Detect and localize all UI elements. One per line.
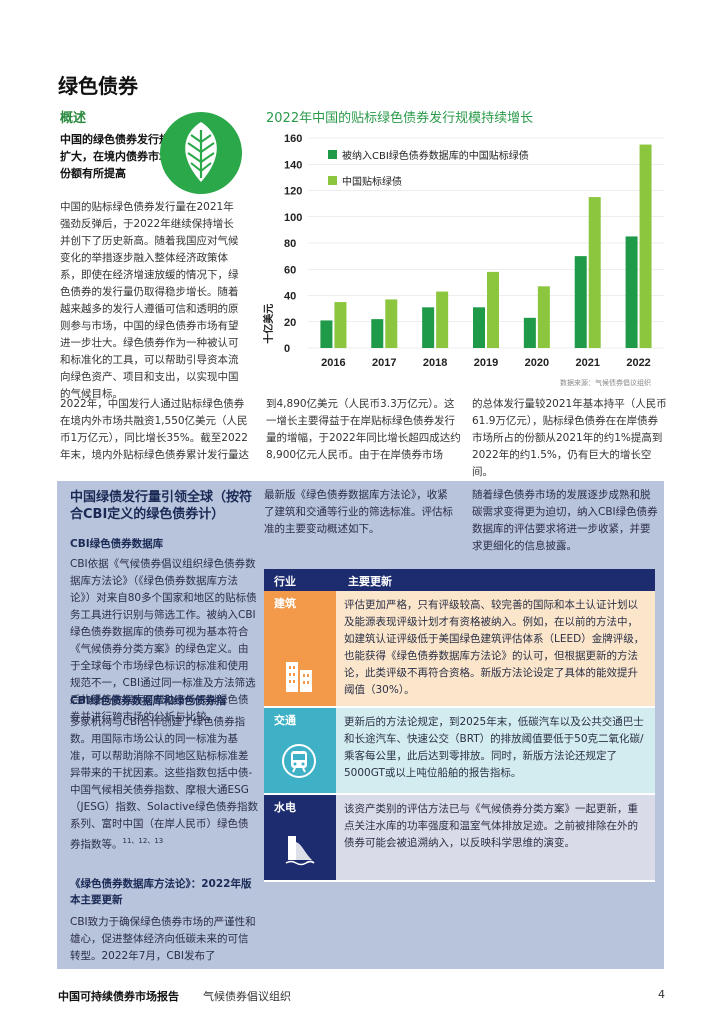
box-subheading-2: CBI绿色债券数据库和绿色债券指 <box>70 695 227 707</box>
leaf-icon <box>160 112 242 194</box>
box-subheading-3: 《绿色债券数据库方法论》：2022年版本主要更新 <box>70 878 252 906</box>
bar-labelled <box>334 302 347 348</box>
box-subheading-1: CBI绿色债券数据库 <box>70 538 164 550</box>
table-header: 行业 主要更新 <box>264 569 655 591</box>
x-tick-label: 2019 <box>474 357 498 369</box>
footnote-refs: 11、12、13 <box>122 837 164 845</box>
y-tick-label: 80 <box>284 238 296 250</box>
x-tick-label: 2020 <box>525 357 549 369</box>
box-col2-text: 最新版《绿色债券数据库方法论》，收紧了建筑和交通等行业的筛选标准。评估标准的主要… <box>264 489 453 535</box>
table-row-hydro: 水电 该资产类别的评估方法已与《气候债券分类方案》一起更新，重点关注水库的功率强… <box>264 795 655 882</box>
col2-bottom-text: 到4,890亿美元（人民币3.3万亿元）。这一增长主要得益于在岸贴标绿色债券发行… <box>266 398 461 461</box>
box-paragraph-2: 多家机构与CBI合作创建了绿色债券指数。用国际市场公认的同一标准为基准，可以帮助… <box>70 714 258 854</box>
y-tick-label: 40 <box>284 291 296 303</box>
header-sector: 行业 <box>274 575 296 588</box>
update-text: 该资产类别的评估方法已与《气候债券分类方案》一起更新，重点关注水库的功率强度和温… <box>344 803 638 849</box>
x-tick-label: 2016 <box>321 357 345 369</box>
box-col3-text: 随着绿色债券市场的发展逐步成熟和脱碳需求变得更为迫切，纳入CBI绿色债券数据库的… <box>472 489 658 552</box>
y-tick-label: 120 <box>284 186 302 198</box>
y-axis-label: 十亿美元 <box>262 304 275 344</box>
train-icon <box>282 744 316 778</box>
x-tick-label: 2022 <box>626 357 650 369</box>
table-row-building: 建筑 评估更加严格，只有评级较高、较完善的国际和本土认证计划以及能源表现评级计划… <box>264 591 655 708</box>
dam-icon <box>285 836 315 866</box>
bar-chart: 0 20 40 60 80 100 120 140 160 十亿美元 2016 2017 2018 201… <box>262 133 664 369</box>
col1-bottom-text: 2022年，中国发行人通过贴标绿色债券在境内外市场共融资1,550亿美元（人民币… <box>60 398 249 461</box>
section-heading: 概述 <box>60 111 87 126</box>
chart-source: 数据来源：气候债券倡议组织 <box>560 379 651 387</box>
sector-label: 交通 <box>274 714 296 727</box>
bar-labelled <box>639 144 652 348</box>
box-paragraph-2-text: 多家机构与CBI合作创建了绿色债券指数。用国际市场公认的同一标准为基准，可以帮助… <box>70 716 258 851</box>
header-update: 主要更新 <box>348 575 392 588</box>
bar-labelled <box>487 271 499 348</box>
chart-title: 2022年中国的贴标绿色债券发行规模持续增长 <box>266 111 534 126</box>
x-tick-label: 2017 <box>372 357 396 369</box>
bar-cbi <box>371 319 384 348</box>
y-tick-label: 100 <box>284 212 302 224</box>
y-tick-label: 60 <box>284 264 296 276</box>
page-number: 4 <box>658 988 665 1001</box>
bar-labelled <box>537 286 550 348</box>
bar-labelled <box>588 197 601 348</box>
table-row-transport: 交通 更新后的方法论规定，到2025年末，低碳汽车以及公共交通巴士和长途汽车、快… <box>264 708 655 795</box>
x-tick-label: 2018 <box>423 357 447 369</box>
legend-swatch <box>328 150 337 159</box>
y-tick-label: 160 <box>284 133 302 145</box>
legend-label: 中国贴标绿债 <box>342 175 402 188</box>
y-tick-label: 140 <box>284 159 302 171</box>
bar-cbi <box>422 307 435 348</box>
box-paragraph-3: CBI致力于确保绿色债券市场的严谨性和雄心，促进整体经济向低碳未来的可信转型。2… <box>70 916 256 962</box>
footer-report-title: 中国可持续债券市场报告 <box>58 990 179 1003</box>
bar-cbi <box>320 320 333 348</box>
bar-labelled <box>436 291 449 348</box>
footer-org: 气候债券倡议组织 <box>203 990 291 1003</box>
page-title: 绿色债券 <box>58 74 138 98</box>
updates-table: 行业 主要更新 建筑 评估更加严格，只有评级较高、较完善的国际和本土认证计划以及… <box>264 569 655 882</box>
update-text: 评估更加严格，只有评级较高、较完善的国际和本土认证计划以及能源表现评级计划才有资… <box>344 599 645 696</box>
legend-label: 被纳入CBI绿色债券数据库的中国贴标绿债 <box>342 149 529 162</box>
box-title: 中国绿债发行量引领全球（按符合CBI定义的绿色债券计） <box>70 490 253 522</box>
y-tick-label: 20 <box>284 317 296 329</box>
bar-cbi <box>523 317 536 348</box>
sector-cell: 交通 <box>264 708 336 793</box>
sector-cell: 水电 <box>264 795 336 880</box>
y-tick-label: 0 <box>284 343 290 355</box>
bar-labelled <box>385 299 398 348</box>
bar-cbi <box>473 307 485 348</box>
legend-swatch <box>328 176 337 185</box>
x-tick-label: 2021 <box>575 357 599 369</box>
sector-label: 水电 <box>274 801 296 814</box>
box-paragraph-1: CBI依据《气候债券倡议组织绿色债券数据库方法论》（《绿色债券数据库方法论》）对… <box>70 558 257 723</box>
col3-bottom-text: 的总体发行量较2021年基本持平（人民币61.9万亿元），贴标绿色债券在在岸债券… <box>472 398 667 478</box>
building-icon <box>286 662 312 692</box>
overview-paragraph: 中国的贴标绿色债券发行量在2021年强劲反弹后，于2022年继续保持增长并创下了… <box>60 201 239 400</box>
update-text: 更新后的方法论规定，到2025年末，低碳汽车以及公共交通巴士和长途汽车、快速公交… <box>344 716 644 779</box>
bar-cbi <box>574 256 587 348</box>
bar-cbi <box>625 236 638 348</box>
sector-cell: 建筑 <box>264 591 336 706</box>
sector-label: 建筑 <box>274 597 296 610</box>
